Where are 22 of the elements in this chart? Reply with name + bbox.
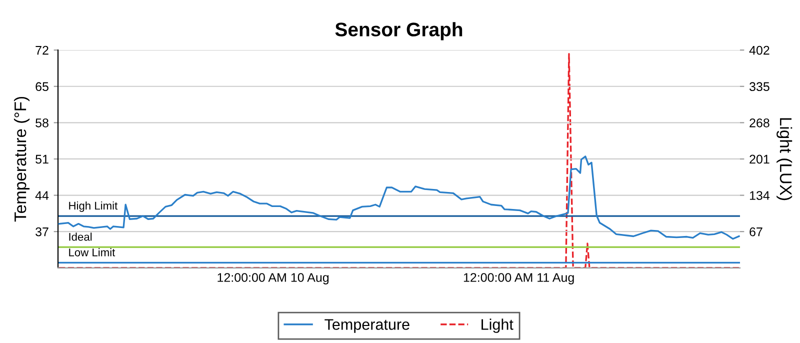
y2-tick-label: 268 <box>750 118 770 128</box>
ref-line-label: Low Limit <box>69 248 116 256</box>
ref-line-label: High Limit <box>69 202 118 212</box>
legend-label: Temperature <box>324 319 410 333</box>
y2-tick-label: 201 <box>750 154 770 164</box>
y-tick-label: 44 <box>35 191 49 200</box>
y-tick-label: 72 <box>36 46 48 55</box>
y-tick-label: 51 <box>36 154 48 164</box>
ref-line-label: Ideal <box>69 232 92 241</box>
chart-title: Sensor Graph <box>335 22 462 40</box>
y-tick-label: 65 <box>36 82 48 92</box>
x-tick-label: 12:00:00 AM 11 Aug <box>464 273 574 284</box>
y2-tick-label: 335 <box>750 82 770 92</box>
y2-tick-label: 67 <box>750 227 762 236</box>
legend-label: Light <box>482 318 514 333</box>
y2-tick-label: 134 <box>750 191 770 200</box>
y2-axis-title: Light (LUX) <box>776 118 792 200</box>
y-axis-title: Temperature (°F) <box>14 96 30 222</box>
y2-tick-label: 402 <box>749 46 770 55</box>
x-tick-label: 12:00:00 AM 10 Aug <box>218 273 329 284</box>
y-tick-label: 37 <box>36 227 48 236</box>
y-tick-label: 58 <box>36 118 48 128</box>
